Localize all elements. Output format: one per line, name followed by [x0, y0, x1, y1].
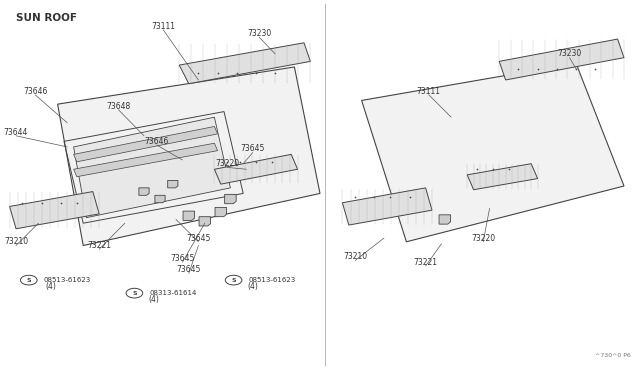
Polygon shape [155, 195, 165, 203]
Text: ^730^0 P6: ^730^0 P6 [595, 353, 630, 358]
Polygon shape [215, 208, 227, 217]
Polygon shape [58, 67, 320, 246]
Text: S: S [26, 278, 31, 283]
Text: 73111: 73111 [417, 87, 441, 96]
Polygon shape [179, 43, 310, 84]
Text: 73646: 73646 [23, 87, 47, 96]
Text: 08513-61623: 08513-61623 [44, 277, 91, 283]
Text: 73210: 73210 [4, 237, 28, 246]
Polygon shape [225, 195, 236, 204]
Text: 08513-61623: 08513-61623 [248, 277, 296, 283]
Polygon shape [74, 117, 230, 218]
Polygon shape [342, 188, 432, 225]
Polygon shape [74, 143, 218, 177]
Text: 73648: 73648 [106, 102, 131, 110]
Text: 73221: 73221 [87, 241, 111, 250]
Text: 73220: 73220 [215, 159, 239, 168]
Text: 73645: 73645 [241, 144, 265, 153]
Polygon shape [139, 188, 149, 195]
Polygon shape [499, 39, 624, 80]
Polygon shape [183, 211, 195, 220]
Text: S: S [231, 278, 236, 283]
Polygon shape [74, 126, 218, 162]
Text: S: S [132, 291, 137, 296]
Text: 73221: 73221 [413, 258, 438, 267]
Text: 73220: 73220 [471, 234, 495, 243]
Polygon shape [439, 215, 451, 224]
Text: 73645: 73645 [170, 254, 195, 263]
Text: 73645: 73645 [186, 234, 211, 243]
Text: 73210: 73210 [343, 252, 367, 261]
Polygon shape [199, 217, 211, 226]
Text: (4): (4) [248, 282, 258, 291]
Text: 73646: 73646 [145, 137, 169, 146]
Text: 73230: 73230 [557, 49, 582, 58]
Text: (4): (4) [148, 295, 159, 304]
Text: 08313-61614: 08313-61614 [149, 290, 196, 296]
Text: 73111: 73111 [151, 22, 175, 31]
Text: 73644: 73644 [4, 128, 28, 137]
Text: 73230: 73230 [247, 29, 271, 38]
Text: SUN ROOF: SUN ROOF [16, 13, 77, 23]
Polygon shape [362, 63, 624, 242]
Text: (4): (4) [46, 282, 56, 291]
Polygon shape [214, 154, 298, 184]
Text: 73645: 73645 [177, 265, 201, 274]
Polygon shape [168, 180, 178, 188]
Polygon shape [10, 192, 99, 229]
Polygon shape [467, 164, 538, 190]
